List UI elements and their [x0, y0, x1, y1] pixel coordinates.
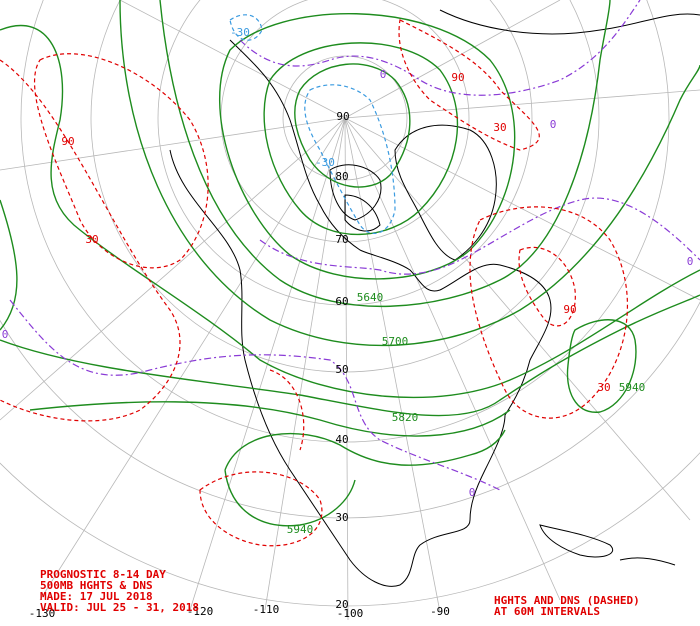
- height-contour: [218, 13, 516, 280]
- latitude-label: 60: [335, 295, 348, 308]
- height-label: 5940: [287, 523, 314, 536]
- height-contour: [294, 63, 411, 188]
- positive-anomaly: [469, 206, 628, 419]
- anomaly-label: 30: [85, 233, 98, 246]
- header-text: PROGNOSTIC 8-14 DAY 500MB HGHTS & DNS MA…: [40, 568, 199, 614]
- longitude-label: -130: [29, 607, 56, 620]
- latitude-circle: [157, 0, 533, 306]
- positive-anomaly: [34, 53, 209, 269]
- latitude-label: 50: [335, 363, 348, 376]
- zero-anomaly: [239, 0, 641, 96]
- latitude-circle: [90, 0, 600, 373]
- height-contour: [566, 319, 637, 413]
- anomaly-label: 90: [563, 303, 576, 316]
- latitude-label: 70: [335, 233, 348, 246]
- height-contour: [263, 42, 459, 236]
- positive-anomaly: [199, 471, 323, 547]
- height-contour: [159, 0, 611, 308]
- latitude-label: 40: [335, 433, 348, 446]
- latitude-circle: [0, 452, 700, 607]
- anomaly-label: -30: [315, 156, 335, 169]
- height-contour: [29, 401, 511, 437]
- height-labels: 5640 5700 5820 5940 5940: [287, 291, 646, 536]
- positive-anomaly: [269, 369, 305, 451]
- anomaly-label: -30: [230, 26, 250, 39]
- negative-anomaly: [229, 14, 263, 41]
- latitude-label: 80: [335, 170, 348, 183]
- header-line: MADE: 17 JUL 2018: [40, 590, 153, 603]
- longitude-label: -120: [187, 605, 214, 618]
- longitude-labels: -130 -120 -110 -100 -90: [29, 603, 450, 620]
- coastlines: [169, 9, 700, 587]
- anomaly-label: 0: [687, 255, 694, 268]
- anomaly-contours: [0, 0, 700, 547]
- height-label: 5940: [619, 381, 646, 394]
- zero-anomaly: [259, 197, 700, 275]
- latitude-circle: [20, 0, 670, 443]
- anomaly-label: 0: [550, 118, 557, 131]
- anomaly-label: 90: [61, 135, 74, 148]
- longitude-label: -100: [337, 607, 364, 620]
- anomaly-label: 30: [597, 381, 610, 394]
- latitude-circle: [0, 301, 700, 519]
- height-label: 5820: [392, 411, 419, 424]
- header-line: VALID: JUL 25 - 31, 2018: [40, 601, 199, 614]
- height-label: 5700: [382, 335, 409, 348]
- longitude-label: -90: [430, 605, 450, 618]
- header-line: 500MB HGHTS & DNS: [40, 579, 153, 592]
- latitude-label: 30: [335, 511, 348, 524]
- longitude-label: -110: [253, 603, 280, 616]
- anomaly-label: 90: [451, 71, 464, 84]
- eurasia-coast: [439, 9, 700, 35]
- positive-anomaly: [398, 19, 540, 151]
- height-contour: [0, 199, 18, 331]
- height-contour: [119, 0, 700, 347]
- arctic-islands-coast: [329, 164, 382, 232]
- height-contour: [224, 429, 506, 527]
- height-contours: [0, 0, 700, 527]
- anomaly-labels: -30 -30 0 90 30 0 90 30 0 90 30 0 0: [2, 26, 694, 499]
- anomaly-label: 0: [2, 328, 9, 341]
- header-line: PROGNOSTIC 8-14 DAY: [40, 568, 166, 581]
- zero-anomaly: [9, 299, 501, 491]
- legend-line: HGHTS AND DNS (DASHED): [494, 594, 640, 607]
- anomaly-label: 30: [493, 121, 506, 134]
- height-label: 5640: [357, 291, 384, 304]
- anomaly-label: 0: [380, 68, 387, 81]
- greenland-coast: [394, 124, 497, 261]
- positive-anomaly: [0, 59, 181, 422]
- latitude-label: 90: [336, 110, 349, 123]
- negative-anomaly: [304, 84, 396, 234]
- height-contour: [0, 24, 700, 399]
- latitude-labels: 90 80 70 60 50 40 30 20: [335, 110, 349, 611]
- latitude-label: 20: [335, 598, 348, 611]
- legend-text: HGHTS AND DNS (DASHED) AT 60M INTERVALS: [494, 594, 640, 618]
- north-america-coast: [169, 39, 552, 587]
- anomaly-label: 0: [469, 486, 476, 499]
- legend-line: AT 60M INTERVALS: [494, 605, 600, 618]
- caribbean-coast: [539, 524, 676, 566]
